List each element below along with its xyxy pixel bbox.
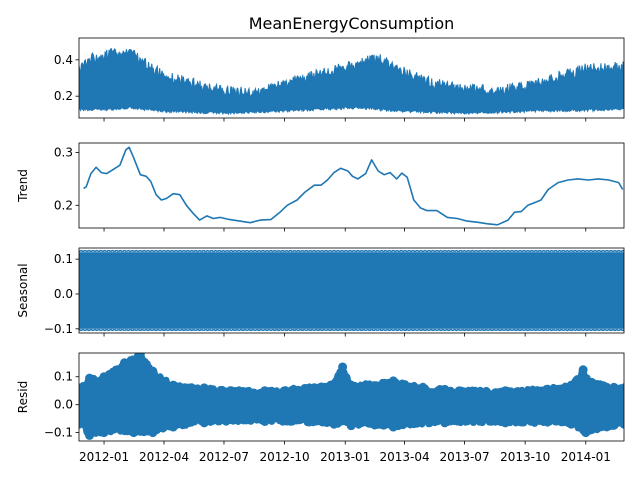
resid-marker xyxy=(578,365,588,375)
y-tick-label: 0.1 xyxy=(54,370,73,384)
seasonal-series xyxy=(79,252,624,329)
y-tick-label: 0.2 xyxy=(54,89,73,103)
resid-marker xyxy=(388,376,398,386)
observed-plot-area xyxy=(79,48,624,116)
resid-marker xyxy=(135,353,145,359)
y-tick-label: −0.1 xyxy=(44,322,73,336)
resid-marker xyxy=(587,377,597,387)
seasonal-axes-frame xyxy=(78,247,625,334)
resid-marker xyxy=(85,373,95,383)
x-tick-label: 2013-10 xyxy=(500,450,550,464)
y-tick-label: 0.0 xyxy=(54,398,73,412)
resid-marker xyxy=(346,380,356,390)
resid-marker xyxy=(260,386,270,396)
resid-marker xyxy=(326,380,336,390)
observed-series xyxy=(79,48,624,116)
resid-marker xyxy=(440,418,450,428)
resid-marker xyxy=(99,428,109,438)
figure-title: MeanEnergyConsumption xyxy=(249,14,455,33)
resid-marker xyxy=(119,358,129,368)
resid-marker xyxy=(566,380,576,390)
x-tick-label: 2013-07 xyxy=(439,450,489,464)
resid-panel: −0.1 0.0 0.1 Resid 2012-01 2012-04 2012-07 2012… xyxy=(16,352,625,464)
resid-marker xyxy=(329,419,339,429)
resid-axes-frame xyxy=(78,352,625,442)
seasonal-edge xyxy=(79,249,624,332)
resid-marker xyxy=(346,421,356,431)
x-tick-label: 2014-01 xyxy=(561,450,611,464)
resid-marker xyxy=(581,428,591,438)
resid-marker xyxy=(338,362,348,372)
resid-marker xyxy=(148,366,158,376)
y-axis-label: Trend xyxy=(16,169,30,203)
y-tick-label: 0.2 xyxy=(54,198,73,212)
resid-marker xyxy=(199,418,209,428)
y-tick-label: 0.4 xyxy=(54,53,73,67)
resid-marker xyxy=(168,380,178,390)
y-axis-label: Resid xyxy=(16,381,30,413)
resid-marker xyxy=(260,416,270,426)
resid-marker xyxy=(168,422,178,432)
x-tick-label: 2012-07 xyxy=(199,450,249,464)
x-tick-label: 2012-01 xyxy=(79,450,129,464)
x-tick-label: 2013-04 xyxy=(379,450,429,464)
trend-plot-area xyxy=(83,146,624,226)
resid-marker xyxy=(500,386,510,396)
seasonal-plot-area xyxy=(79,249,624,332)
resid-marker xyxy=(500,418,510,428)
x-tick-label: 2012-04 xyxy=(139,450,189,464)
trend-axes-frame xyxy=(78,142,625,229)
resid-marker xyxy=(388,422,398,432)
seasonal-panel: −0.1 0.0 0.1 Seasonal xyxy=(16,247,625,337)
observed-axes-frame xyxy=(78,37,625,119)
resid-marker xyxy=(619,383,624,393)
resid-marker xyxy=(148,428,158,438)
resid-marker xyxy=(79,419,84,429)
trend-panel: 0.2 0.3 Trend xyxy=(16,142,625,232)
x-tick-label: 2012-10 xyxy=(260,450,310,464)
y-tick-label: 0.3 xyxy=(54,146,73,160)
resid-marker xyxy=(440,384,450,394)
resid-marker xyxy=(619,419,624,429)
resid-marker xyxy=(129,428,139,438)
observed-panel: 0.2 0.4 xyxy=(54,37,625,122)
resid-marker xyxy=(85,430,95,440)
y-axis-label: Seasonal xyxy=(16,263,30,317)
resid-marker xyxy=(79,383,84,393)
y-tick-label: 0.1 xyxy=(54,252,73,266)
x-tick-label: 2013-01 xyxy=(320,450,370,464)
y-tick-label: 0.0 xyxy=(54,287,73,301)
resid-plot-area xyxy=(79,353,624,440)
resid-marker xyxy=(566,419,576,429)
resid-marker xyxy=(99,372,109,382)
y-tick-label: −0.1 xyxy=(44,426,73,440)
trend-line xyxy=(83,146,624,226)
resid-marker xyxy=(199,383,209,393)
